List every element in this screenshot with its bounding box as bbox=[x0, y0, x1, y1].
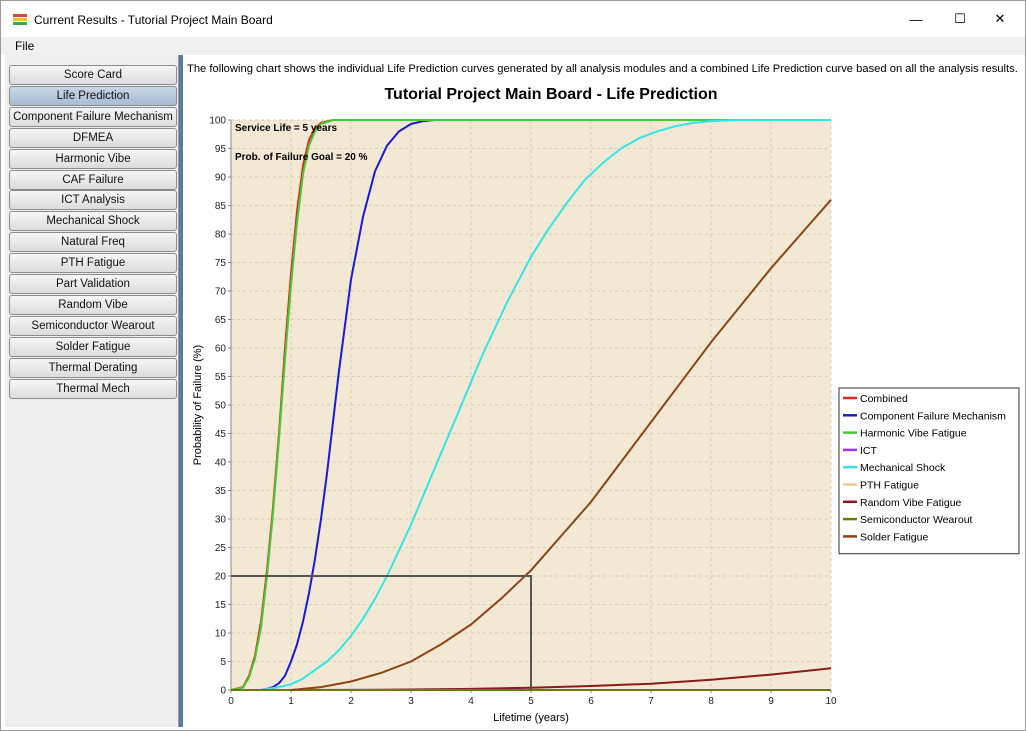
x-axis-label: Lifetime (years) bbox=[493, 712, 569, 724]
x-tick-label: 7 bbox=[648, 696, 654, 707]
sidebar-item-life-prediction[interactable]: Life Prediction bbox=[9, 85, 177, 106]
x-tick-label: 0 bbox=[228, 696, 234, 707]
legend-label: Combined bbox=[860, 393, 908, 405]
y-tick-label: 70 bbox=[215, 287, 227, 298]
x-tick-label: 9 bbox=[768, 696, 774, 707]
sidebar-item-ict-analysis[interactable]: ICT Analysis bbox=[9, 190, 177, 211]
legend-label: Harmonic Vibe Fatigue bbox=[860, 428, 967, 440]
sidebar: Score Card Life Prediction Component Failu… bbox=[5, 55, 179, 727]
y-tick-label: 55 bbox=[215, 372, 227, 383]
y-tick-label: 90 bbox=[215, 173, 227, 184]
annotation-failure-goal: Prob. of Failure Goal = 20 % bbox=[235, 152, 368, 163]
y-tick-label: 50 bbox=[215, 401, 227, 412]
x-tick-label: 3 bbox=[408, 696, 414, 707]
legend-label: Mechanical Shock bbox=[860, 462, 946, 474]
series-line-mechanical-shock bbox=[260, 119, 831, 691]
content-area: Score Card Life Prediction Component Failu… bbox=[5, 55, 1023, 727]
life-prediction-chart: Tutorial Project Main Board - Life Predi… bbox=[192, 86, 1020, 724]
sidebar-item-score-card[interactable]: Score Card bbox=[9, 65, 177, 85]
x-tick-label: 4 bbox=[468, 696, 474, 707]
window-title: Current Results - Tutorial Project Main … bbox=[34, 13, 273, 27]
y-tick-label: 80 bbox=[215, 230, 227, 241]
y-tick-label: 75 bbox=[215, 258, 227, 269]
sidebar-item-dfmea[interactable]: DFMEA bbox=[9, 127, 177, 148]
sidebar-item-harmonic-vibe[interactable]: Harmonic Vibe bbox=[9, 148, 177, 169]
y-tick-label: 85 bbox=[215, 201, 227, 212]
x-tick-label: 2 bbox=[348, 696, 354, 707]
sidebar-item-pth-fatigue[interactable]: PTH Fatigue bbox=[9, 253, 177, 274]
y-tick-label: 5 bbox=[220, 657, 226, 668]
y-axis-label: Probability of Failure (%) bbox=[192, 345, 204, 465]
legend-label: Solder Fatigue bbox=[860, 531, 928, 543]
sidebar-item-part-validation[interactable]: Part Validation bbox=[9, 274, 177, 294]
sidebar-item-solder-fatigue[interactable]: Solder Fatigue bbox=[9, 336, 177, 357]
y-tick-label: 65 bbox=[215, 315, 227, 326]
minimize-button[interactable]: — bbox=[909, 11, 923, 27]
x-tick-label: 5 bbox=[528, 696, 534, 707]
legend-label: ICT bbox=[860, 445, 878, 457]
sidebar-item-semiconductor-wearout[interactable]: Semiconductor Wearout bbox=[9, 315, 177, 336]
sidebar-item-natural-freq[interactable]: Natural Freq bbox=[9, 232, 177, 253]
sidebar-item-thermal-derating[interactable]: Thermal Derating bbox=[9, 357, 177, 378]
x-tick-label: 8 bbox=[708, 696, 714, 707]
series-line-solder-fatigue bbox=[290, 199, 832, 691]
series-line-component-failure-mechanism bbox=[260, 119, 831, 691]
chart-title: Tutorial Project Main Board - Life Predi… bbox=[384, 86, 717, 103]
y-tick-label: 0 bbox=[220, 686, 226, 697]
y-tick-label: 100 bbox=[209, 116, 226, 127]
maximize-button[interactable]: ☐ bbox=[954, 11, 966, 26]
y-tick-label: 40 bbox=[215, 458, 227, 469]
y-tick-label: 10 bbox=[215, 629, 227, 640]
x-tick-label: 6 bbox=[588, 696, 594, 707]
chart-description: The following chart shows the individual… bbox=[187, 63, 1018, 75]
sidebar-item-caf-failure[interactable]: CAF Failure bbox=[9, 169, 177, 190]
close-button[interactable]: ✕ bbox=[994, 11, 1006, 26]
sidebar-item-thermal-mech[interactable]: Thermal Mech bbox=[9, 378, 177, 399]
legend-box bbox=[838, 387, 1020, 555]
reference-box bbox=[231, 575, 532, 690]
series-line-harmonic-vibe-fatigue bbox=[230, 119, 831, 691]
sidebar-item-random-vibe[interactable]: Random Vibe bbox=[9, 294, 177, 315]
y-tick-label: 45 bbox=[215, 429, 227, 440]
menu-bar: File bbox=[1, 37, 1025, 55]
app-logo-icon bbox=[13, 14, 27, 25]
legend-label: Component Failure Mechanism bbox=[860, 410, 1006, 422]
legend-label: Semiconductor Wearout bbox=[860, 514, 973, 526]
legend-label: PTH Fatigue bbox=[860, 480, 919, 492]
main-panel: The following chart shows the individual… bbox=[183, 55, 1023, 727]
annotation-service-life: Service Life = 5 years bbox=[235, 123, 337, 134]
y-tick-label: 30 bbox=[215, 515, 227, 526]
y-tick-label: 15 bbox=[215, 600, 227, 611]
title-bar: Current Results - Tutorial Project Main … bbox=[1, 1, 1025, 37]
legend-label: Random Vibe Fatigue bbox=[860, 497, 962, 509]
y-tick-label: 25 bbox=[215, 543, 227, 554]
x-tick-label: 1 bbox=[288, 696, 294, 707]
y-tick-label: 20 bbox=[215, 572, 227, 583]
x-tick-label: 10 bbox=[825, 696, 837, 707]
y-tick-label: 95 bbox=[215, 144, 227, 155]
y-tick-label: 60 bbox=[215, 344, 227, 355]
sidebar-item-mechanical-shock[interactable]: Mechanical Shock bbox=[9, 211, 177, 232]
splitter-handle[interactable] bbox=[179, 55, 183, 727]
sidebar-item-component-failure-mechanism[interactable]: Component Failure Mechanism bbox=[9, 106, 177, 127]
y-tick-label: 35 bbox=[215, 486, 227, 497]
menu-file[interactable]: File bbox=[15, 39, 35, 53]
